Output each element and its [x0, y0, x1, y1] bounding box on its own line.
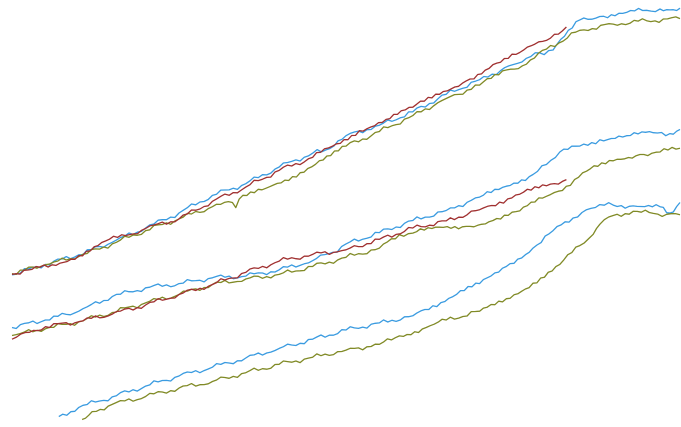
series-line-group3-blue — [58, 202, 681, 418]
series-line-group1-blue — [11, 7, 681, 276]
series-line-group2-red — [11, 179, 567, 340]
series-line-group2-olive — [11, 146, 681, 337]
series-line-group1-olive — [11, 16, 681, 276]
series-line-group1-red — [11, 26, 567, 276]
series-line-group3-olive — [81, 209, 681, 421]
series-line-group2-blue — [11, 128, 681, 330]
